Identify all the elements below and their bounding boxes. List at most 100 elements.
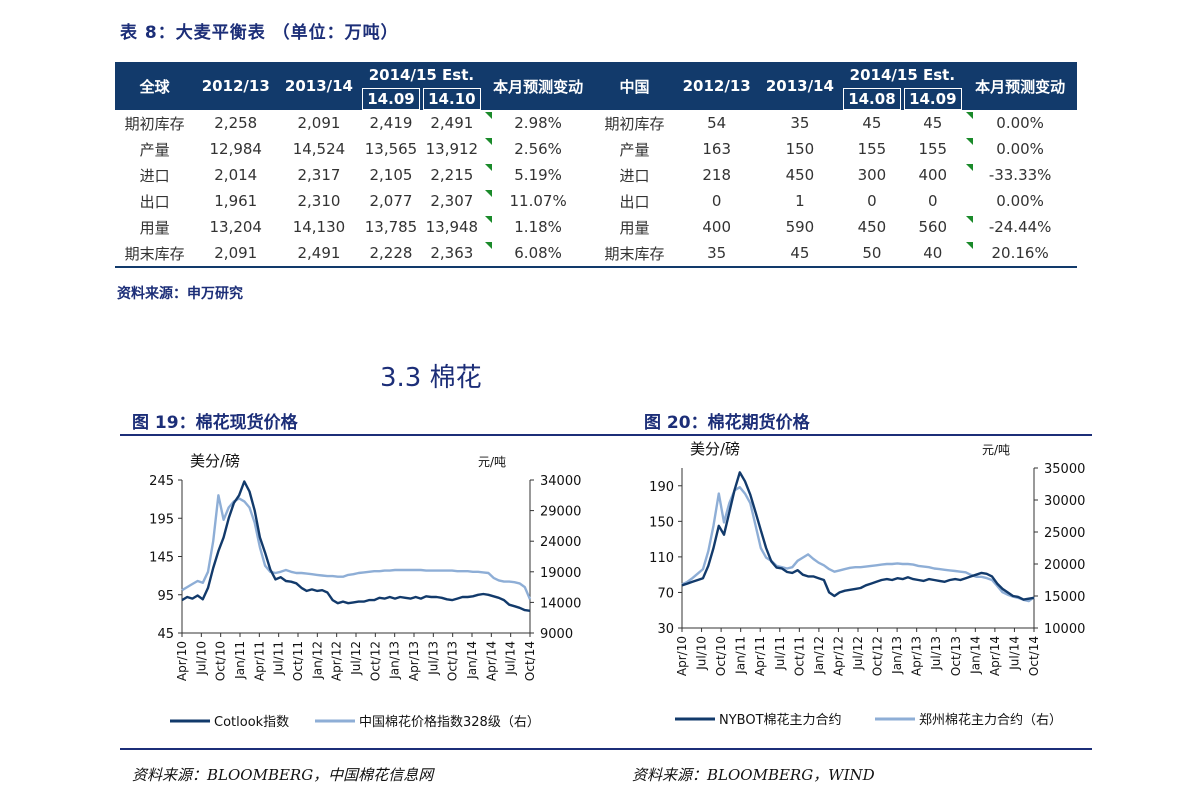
x-tick-label: Jul/10 [194,641,208,676]
change-cell: 0.00% [963,110,1077,136]
change-cell: -33.33% [963,162,1077,188]
cell: 1 [795,192,805,210]
cell: 13,565 [364,140,418,158]
x-tick-label: Jan/14 [465,641,479,680]
table-source: 资料来源：申万研究 [117,286,243,302]
right-unit-label: 元/吨 [982,443,1010,457]
cell: 150 [785,140,815,158]
x-tick-label: Apr/13 [910,636,924,676]
header-world-est: 2014/15 Est. [360,62,483,88]
cell: 218 [702,166,731,184]
x-tick-label: Oct/14 [523,641,537,681]
cell: 400 [918,166,948,184]
x-tick-label: Jul/11 [272,641,286,676]
cell: 2,317 [297,166,341,184]
y-tick-label: 150 [649,515,674,530]
row-label: 进口 [619,166,650,185]
table-row: 用量 13,204 14,130 13,785 13,948 1.18% 用量 … [115,214,1077,240]
fig19-title: 图 19：棉花现货价格 [132,413,298,433]
flag-icon [966,112,974,119]
y-tick-label: 145 [149,551,174,566]
bottom-rule [120,748,1092,750]
cell: 14,130 [292,218,346,236]
top-rule [120,434,1092,436]
cell: 54 [707,114,727,132]
y-right-tick-label: 24000 [540,535,581,550]
row-label: 用量 [139,218,170,237]
table-body: 期初库存 2,258 2,091 2,419 2,491 2.98% 期初库存 … [115,110,1077,268]
cell: 0 [928,192,938,210]
cotton-spot-chart: 美分/磅 元/吨 45 95 145 195 245 9000 14000 19000 24000 2… [149,452,581,730]
cell: 155 [918,140,948,158]
y-right-tick-label: 10000 [1044,622,1085,637]
header-world-sub1: 14.09 [362,88,420,110]
x-tick-label: Oct/10 [714,636,728,676]
x-tick-label: Jul/10 [695,636,709,671]
header-world: 全球 [115,62,195,110]
cotton-futures-chart: 美分/磅 元/吨 30 70 110 150 190 10000 15000 20000 25000… [649,440,1085,728]
x-tick-label: Oct/13 [446,641,460,681]
y-right-tick-label: 30000 [1044,494,1085,509]
cell: 13,912 [425,140,479,158]
series-line [181,480,531,612]
row-label: 期末库存 [593,240,676,268]
cell: 2,215 [430,166,474,184]
legend-label: 郑州棉花主力合约（右） [919,712,1062,728]
table-row: 出口 1,961 2,310 2,077 2,307 11.07% 出口 0 1… [115,188,1077,214]
y-right-tick-label: 35000 [1044,462,1085,477]
x-tick-label: Jan/12 [310,641,324,680]
x-tick-label: Jan/14 [968,636,982,675]
row-label: 出口 [619,192,650,211]
x-tick-label: Apr/10 [175,641,189,681]
x-tick-label: Jul/12 [851,636,865,671]
cell: 50 [841,240,903,268]
change-cell: 20.16% [963,240,1077,268]
x-tick-label: Jan/13 [890,636,904,675]
series-line [681,471,1035,601]
x-tick-label: Jan/11 [734,636,748,675]
header-china-change: 本月预测变动 [963,62,1077,110]
header-china-est: 2014/15 Est. [841,62,964,88]
cell: 590 [785,218,815,236]
change-cell: -24.44% [963,214,1077,240]
x-tick-label: Oct/11 [792,636,806,676]
x-tick-label: Oct/11 [291,641,305,681]
section-title: 3.3 棉花 [380,363,482,393]
table-row: 期初库存 2,258 2,091 2,419 2,491 2.98% 期初库存 … [115,110,1077,136]
header-china-y2: 2013/14 [758,62,842,110]
series-line [181,494,532,600]
x-tick-label: Oct/10 [214,641,228,681]
change-cell: 1.18% [482,214,594,240]
cell: 1,961 [214,192,258,210]
cell: 35 [790,114,810,132]
cell: 2,258 [214,114,258,132]
cell: 2,105 [369,166,413,184]
flag-icon [966,216,974,223]
cell: 0 [711,192,722,210]
x-tick-label: Apr/14 [484,641,498,681]
table-title: 表 8：大麦平衡表 （单位：万吨） [120,23,399,43]
x-tick-label: Jan/12 [812,636,826,675]
change-cell: 11.07% [482,188,594,214]
legend-label: 中国棉花价格指数328级（右） [359,714,540,730]
header-world-y2: 2013/14 [277,62,361,110]
flag-icon [485,190,493,197]
y-right-tick-label: 9000 [540,627,573,642]
change-cell: 2.98% [482,110,594,136]
cell: 2,310 [297,192,341,210]
fig20-title: 图 20：棉花期货价格 [644,413,810,433]
header-china-y1: 2012/13 [675,62,759,110]
right-unit-label: 元/吨 [478,455,506,469]
cell: 13,204 [209,218,262,236]
flag-icon [485,216,493,223]
flag-icon [966,138,974,145]
cell: 45 [862,114,882,132]
row-label: 产量 [619,140,650,159]
cell: 560 [918,218,948,236]
header-world-sub2: 14.10 [423,88,481,110]
cell: 155 [857,140,887,158]
header-world-y1: 2012/13 [194,62,278,110]
row-label: 期初库存 [124,114,185,133]
x-tick-label: Oct/14 [1027,636,1041,676]
x-tick-label: Oct/12 [871,636,885,676]
